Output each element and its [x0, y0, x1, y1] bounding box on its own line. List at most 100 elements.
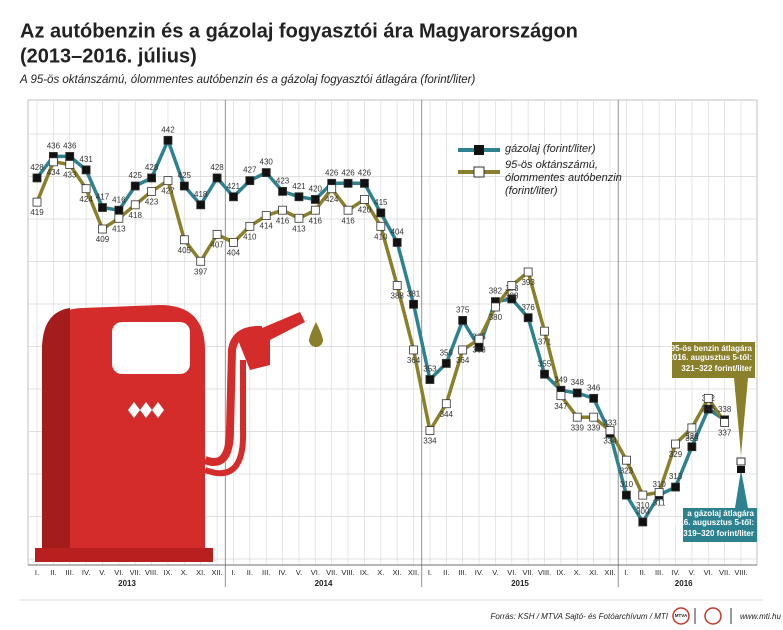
value-label: 415: [374, 198, 388, 207]
value-label: 349: [554, 375, 568, 384]
value-label: 397: [194, 267, 208, 276]
annotation-text: 2016. augusztus 5-től:: [670, 518, 754, 527]
x-tick-label: VI.: [507, 568, 516, 577]
x-tick-label: VI.: [311, 568, 320, 577]
title-line: Az autóbenzin és a gázolaj fogyasztói ár…: [20, 20, 578, 42]
point-marker: [474, 334, 484, 344]
point-marker: [65, 152, 75, 161]
value-label: 434: [47, 168, 61, 177]
point-marker: [720, 418, 730, 427]
point-marker: [32, 197, 42, 207]
value-label: 344: [440, 410, 454, 419]
point-marker: [343, 205, 353, 215]
x-tick-label: XI.: [196, 568, 205, 577]
value-label: 346: [587, 383, 601, 392]
point-marker: [376, 221, 386, 231]
point-marker: [409, 345, 418, 355]
point-marker: [556, 391, 566, 401]
point-marker: [523, 267, 533, 277]
point-marker: [98, 203, 107, 212]
x-tick-label: VII.: [326, 568, 337, 577]
title-line: (2013–2016. július): [20, 45, 197, 67]
point-marker: [294, 192, 304, 202]
value-label: 404: [391, 228, 405, 237]
x-tick-label: V.: [492, 568, 498, 577]
point-marker: [229, 238, 238, 247]
value-label: 371: [538, 337, 552, 346]
value-label: 405: [178, 246, 192, 255]
point-marker: [671, 482, 680, 492]
x-tick-label: X.: [574, 568, 581, 577]
value-label: 436: [47, 142, 61, 151]
point-marker: [261, 168, 271, 177]
value-label: 424: [79, 195, 93, 204]
annotation-text: 321–322 forint/liter: [681, 364, 752, 373]
point-marker: [507, 281, 517, 290]
annotation-text: 2016. augusztus 5-től:: [668, 353, 752, 362]
value-label: 380: [489, 313, 503, 322]
x-tick-label: IV.: [671, 568, 679, 577]
x-tick-label: II.: [50, 568, 56, 577]
value-label: 416: [112, 195, 126, 204]
logo: [672, 607, 690, 625]
x-tick-label: X.: [181, 568, 188, 577]
value-label: 368: [472, 345, 486, 354]
point-marker: [130, 200, 140, 210]
value-label: 417: [96, 193, 110, 202]
value-label: 427: [161, 187, 175, 196]
x-tick-label: II.: [640, 568, 646, 577]
annotation-text: a gázolaj átlagára: [687, 509, 754, 518]
value-label: 376: [521, 303, 535, 312]
x-tick-label: XI.: [393, 568, 402, 577]
point-marker: [589, 412, 599, 422]
x-tick-label: X.: [377, 568, 384, 577]
point-marker: [621, 455, 631, 465]
point-marker: [278, 205, 287, 215]
value-label: 388: [391, 292, 405, 301]
x-tick-label: VIII.: [145, 568, 158, 577]
value-label: 375: [456, 306, 470, 315]
point-marker: [196, 200, 206, 210]
x-tick-label: XII.: [604, 568, 615, 577]
value-label: 388: [505, 292, 519, 301]
x-tick-label: IX.: [556, 568, 565, 577]
source: Forrás: KSH / MTVA Sajtó- és Fotóarchívu…: [490, 612, 668, 621]
point-marker: [147, 173, 157, 183]
year-label: 2015: [511, 579, 529, 588]
year-label: 2014: [315, 579, 333, 588]
point-marker: [507, 294, 517, 304]
point-marker: [589, 393, 599, 403]
value-label: 426: [325, 168, 339, 177]
point-marker: [310, 205, 320, 215]
x-tick-label: VI.: [114, 568, 123, 577]
x-tick-label: II.: [443, 568, 449, 577]
x-tick-label: VIII.: [734, 568, 747, 577]
point-marker: [245, 176, 255, 186]
x-tick-label: III.: [66, 568, 74, 577]
pump-illustration: [35, 305, 323, 562]
x-tick-label: IV.: [475, 568, 483, 577]
legend-swatch: [474, 145, 484, 155]
value-label: 339: [571, 423, 585, 432]
value-label: 442: [161, 125, 175, 134]
value-label: 428: [145, 163, 159, 172]
value-label: 416: [341, 216, 355, 225]
point-marker: [360, 195, 369, 204]
point-marker: [163, 176, 173, 186]
point-marker: [114, 205, 124, 215]
x-tick-label: VI.: [704, 568, 713, 577]
url: www.mti.hu: [740, 612, 781, 621]
point-marker: [196, 256, 206, 266]
point-marker: [48, 157, 58, 167]
subtitle: A 95-ös oktánszámú, ólommentes autóbenzi…: [19, 74, 476, 86]
value-label: 355: [538, 359, 552, 368]
annotation-text: a 95-ös benzin átlagára: [664, 344, 753, 353]
point-marker: [425, 426, 435, 436]
point-marker: [572, 388, 582, 398]
x-tick-label: III.: [262, 568, 270, 577]
value-label: 431: [79, 155, 93, 164]
point-marker: [523, 313, 533, 323]
value-label: 425: [178, 171, 192, 180]
x-tick-label: VII.: [130, 568, 141, 577]
